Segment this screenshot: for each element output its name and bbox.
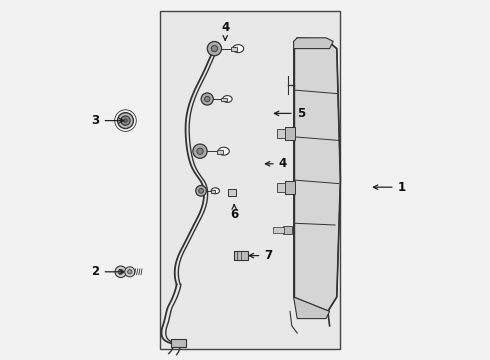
Text: 5: 5 [274,107,305,120]
Circle shape [123,119,127,122]
Circle shape [199,188,203,193]
Bar [171,339,186,347]
Circle shape [207,41,221,56]
Circle shape [118,113,133,129]
Circle shape [127,270,132,274]
Bar [277,129,285,138]
Bar [234,251,248,260]
Text: 4: 4 [221,21,229,40]
Bar [228,189,236,196]
Bar [273,227,284,233]
Circle shape [121,116,130,125]
Circle shape [196,185,206,196]
Bar [231,48,237,51]
Text: 6: 6 [230,204,238,221]
Bar [211,190,215,193]
Circle shape [115,266,126,278]
Text: 4: 4 [266,157,287,170]
Text: 1: 1 [373,181,406,194]
Ellipse shape [233,45,244,53]
Bar [285,181,294,194]
Polygon shape [294,297,330,319]
Circle shape [211,45,218,52]
Bar [217,150,223,154]
Bar [283,226,292,234]
Text: 7: 7 [249,249,272,262]
Ellipse shape [222,96,232,102]
Circle shape [125,267,135,277]
Circle shape [197,148,203,154]
Polygon shape [294,38,333,49]
Circle shape [204,96,210,102]
Polygon shape [294,40,341,311]
Ellipse shape [218,147,229,155]
Bar [221,98,227,102]
Circle shape [201,93,213,105]
Text: 2: 2 [92,265,124,278]
Circle shape [193,144,207,158]
Bar [160,11,341,349]
Bar [285,127,294,140]
Ellipse shape [211,188,220,194]
Bar [277,183,285,192]
Circle shape [118,269,123,274]
Text: 3: 3 [92,114,124,127]
